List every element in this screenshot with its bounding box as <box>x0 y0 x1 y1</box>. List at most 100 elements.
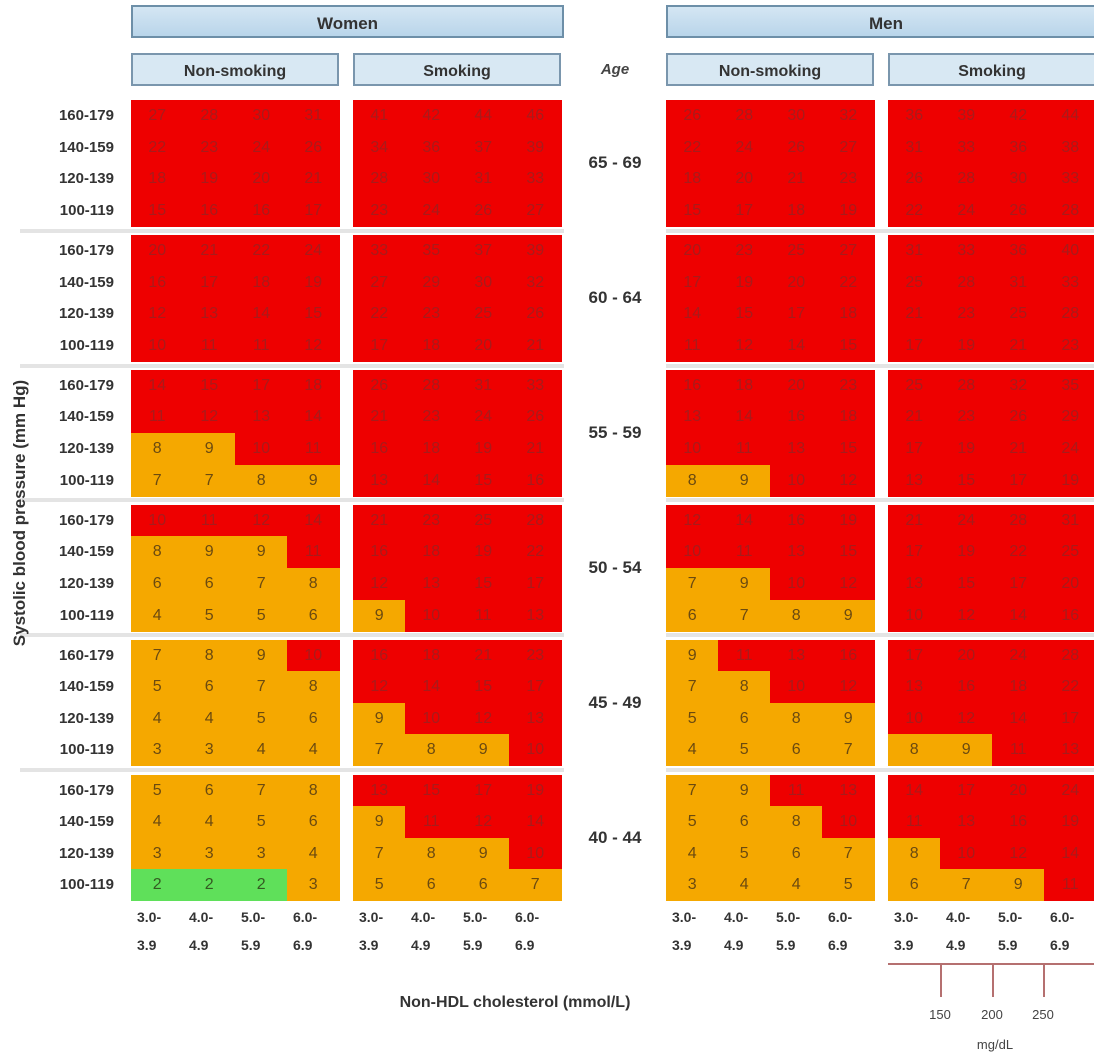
age-group-label: 40 - 44 <box>588 827 642 847</box>
risk-cell: 9 <box>666 639 719 672</box>
risk-cell: 6 <box>718 702 771 735</box>
risk-cell: 37 <box>457 131 510 164</box>
risk-cell: 4 <box>183 702 236 735</box>
risk-cell: 5 <box>131 774 184 807</box>
risk-cell: 5 <box>235 702 288 735</box>
risk-cell: 36 <box>992 234 1045 267</box>
risk-cell: 27 <box>353 266 406 299</box>
sbp-row-label: 140-159 <box>58 543 114 561</box>
age-group-separator <box>20 228 564 233</box>
risk-cell: 32 <box>992 369 1045 402</box>
risk-cell: 25 <box>457 504 510 537</box>
risk-cell: 21 <box>992 329 1045 362</box>
risk-cell: 24 <box>1044 774 1094 807</box>
risk-cell: 21 <box>353 504 406 537</box>
risk-cell: 17 <box>888 536 941 569</box>
risk-cell: 12 <box>457 702 510 735</box>
risk-cell: 18 <box>405 639 458 672</box>
risk-cell: 17 <box>940 774 993 807</box>
risk-cell: 23 <box>1044 329 1094 362</box>
risk-cell: 7 <box>235 671 288 704</box>
cholesterol-label-top: 6.0- <box>293 908 318 925</box>
age-group-separator <box>20 498 564 503</box>
risk-cell: 20 <box>457 329 510 362</box>
risk-cell: 12 <box>353 567 406 600</box>
risk-cell: 25 <box>770 234 823 267</box>
risk-cell: 6 <box>666 599 719 632</box>
risk-cell: 14 <box>718 504 771 537</box>
risk-cell: 26 <box>353 369 406 402</box>
risk-cell: 6 <box>888 869 941 902</box>
risk-cell: 4 <box>131 806 184 839</box>
risk-cell: 26 <box>287 131 340 164</box>
risk-cell: 9 <box>235 536 288 569</box>
risk-cell: 20 <box>940 639 993 672</box>
risk-cell: 5 <box>183 599 236 632</box>
age-group-separator <box>666 228 1094 233</box>
risk-cell: 13 <box>888 567 941 600</box>
risk-cell: 3 <box>235 837 288 870</box>
risk-cell: 17 <box>888 639 941 672</box>
cholesterol-label-top: 4.0- <box>724 908 749 925</box>
risk-cell: 14 <box>287 401 340 434</box>
risk-cell: 13 <box>183 298 236 331</box>
risk-cell: 7 <box>353 734 406 767</box>
risk-cell: 11 <box>888 806 941 839</box>
sbp-row-label: 160-179 <box>58 241 114 259</box>
risk-cell: 5 <box>235 806 288 839</box>
risk-cell: 31 <box>1044 504 1094 537</box>
risk-cell: 15 <box>718 298 771 331</box>
risk-cell: 33 <box>940 234 993 267</box>
sbp-row-label: 100-119 <box>59 471 114 489</box>
risk-cell: 25 <box>457 298 510 331</box>
risk-cell: 13 <box>353 774 406 807</box>
risk-cell: 28 <box>183 100 236 133</box>
cholesterol-label-bottom: 5.9 <box>463 936 483 953</box>
risk-cell: 16 <box>183 194 236 227</box>
risk-cell: 14 <box>718 401 771 434</box>
x-axis-title: Non-HDL cholesterol (mmol/L) <box>399 994 631 1011</box>
risk-cell: 3 <box>131 837 184 870</box>
smoking-header-smoking: Smoking <box>353 53 561 86</box>
risk-cell: 13 <box>405 567 458 600</box>
risk-cell: 5 <box>235 599 288 632</box>
age-group-label: 65 - 69 <box>588 153 642 173</box>
risk-cell: 16 <box>131 266 184 299</box>
risk-cell: 16 <box>353 639 406 672</box>
risk-cell: 16 <box>509 464 562 497</box>
risk-cell: 30 <box>770 100 823 133</box>
risk-cell: 5 <box>666 806 719 839</box>
risk-cell: 20 <box>1044 567 1094 600</box>
risk-cell: 8 <box>183 639 236 672</box>
risk-cell: 31 <box>457 369 510 402</box>
risk-cell: 17 <box>992 567 1045 600</box>
risk-cell: 4 <box>287 734 340 767</box>
sbp-row-label: 160-179 <box>58 107 114 124</box>
risk-cell: 16 <box>235 194 288 227</box>
risk-cell: 42 <box>405 100 458 133</box>
risk-cell: 4 <box>131 702 184 735</box>
risk-cell: 7 <box>822 837 875 870</box>
risk-cell: 12 <box>666 504 719 537</box>
risk-cell: 19 <box>718 266 771 299</box>
risk-cell: 23 <box>405 298 458 331</box>
risk-cell: 21 <box>183 234 236 267</box>
risk-cell: 22 <box>131 131 184 164</box>
cholesterol-label-bottom: 4.9 <box>724 936 744 953</box>
age-group-separator <box>666 363 1094 368</box>
risk-cell: 21 <box>888 401 941 434</box>
risk-cell: 3 <box>131 734 184 767</box>
risk-cell: 23 <box>509 639 562 672</box>
risk-cell: 5 <box>718 734 771 767</box>
risk-cell: 26 <box>992 194 1045 227</box>
cholesterol-label-bottom: 4.9 <box>946 936 966 953</box>
risk-cell: 8 <box>888 837 941 870</box>
risk-cell: 23 <box>940 401 993 434</box>
cholesterol-label-top: 4.0- <box>411 908 436 925</box>
risk-cell: 15 <box>457 671 510 704</box>
risk-cell: 15 <box>131 194 184 227</box>
risk-cell: 24 <box>940 504 993 537</box>
risk-cell: 14 <box>509 806 562 839</box>
risk-cell: 20 <box>718 163 771 196</box>
risk-cell: 25 <box>992 298 1045 331</box>
